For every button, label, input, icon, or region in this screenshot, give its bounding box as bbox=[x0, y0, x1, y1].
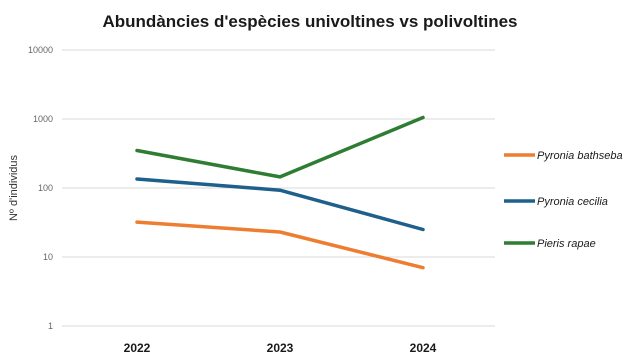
legend-label-2: Pieris rapae bbox=[537, 238, 596, 250]
y-tick-label: 1000 bbox=[33, 114, 53, 124]
y-tick-label: 100 bbox=[38, 183, 53, 193]
series-line-2 bbox=[135, 115, 425, 179]
y-tick-label: 10000 bbox=[28, 45, 53, 55]
x-tick-label: 2022 bbox=[124, 341, 151, 353]
y-tick-label: 10 bbox=[43, 252, 53, 262]
gridlines bbox=[62, 49, 495, 327]
x-tick-label: 2024 bbox=[410, 341, 437, 353]
y-tick-label: 1 bbox=[48, 321, 53, 331]
series-line-1 bbox=[135, 177, 425, 232]
series-line-0 bbox=[135, 220, 425, 270]
chart-title: Abundàncies d'espècies univoltines vs po… bbox=[103, 12, 518, 31]
legend-label-0: Pyronia bathseba bbox=[537, 150, 623, 162]
legend-label-1: Pyronia cecilia bbox=[537, 196, 608, 208]
y-axis-label: Nº d'individus bbox=[8, 154, 20, 221]
x-axis-ticks: 2022 2023 2024 bbox=[124, 341, 437, 353]
y-axis-ticks: 1 10 100 1000 10000 bbox=[28, 45, 53, 331]
series-lines bbox=[135, 115, 425, 270]
legend: Pyronia bathseba Pyronia cecilia Pieris ra… bbox=[504, 150, 623, 250]
x-tick-label: 2023 bbox=[267, 341, 294, 353]
